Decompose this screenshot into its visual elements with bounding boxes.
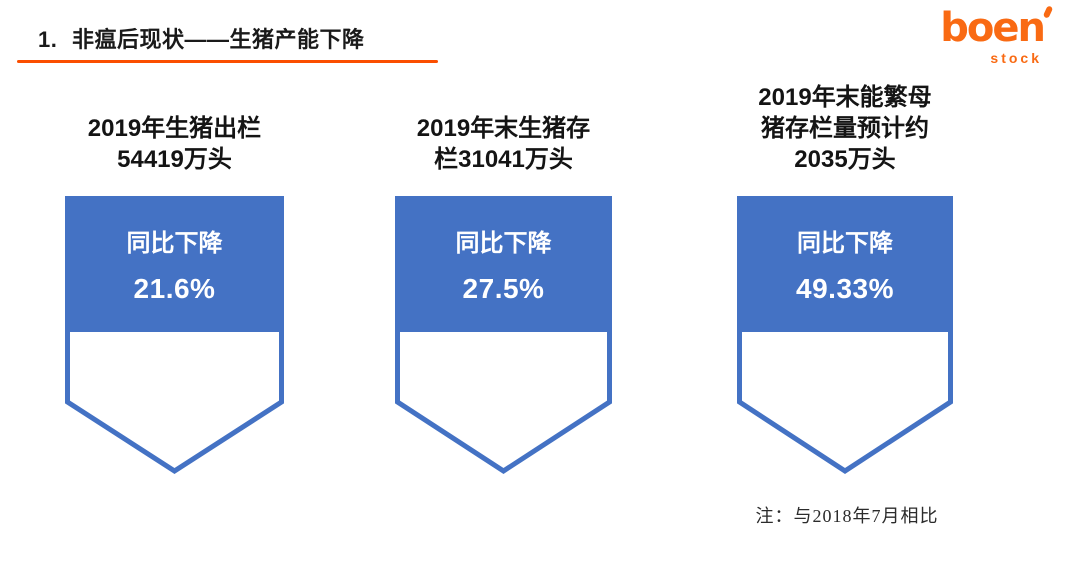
pennant-tail-shape [65,332,284,474]
heading-line: 2019年生猪出栏 [87,115,262,142]
banner-label: 同比下降 [126,229,223,257]
banner-top-panel: 同比下降 27.5% [395,196,612,332]
banner-value: 21.6% [133,272,216,304]
company-logo: boen stock [940,5,1054,66]
banner-label: 同比下降 [797,229,893,257]
banner-label: 同比下降 [455,229,552,257]
stat-column-inventory: 2019年末生猪存 栏31041万头 同比下降 27.5% [395,80,612,474]
column-heading: 2019年生猪出栏 54419万头 [65,80,284,196]
pennant-banner: 同比下降 21.6% [65,196,284,474]
logo-wordmark: boen [940,5,1054,48]
stat-column-slaughter: 2019年生猪出栏 54419万头 同比下降 21.6% [65,80,284,474]
heading-line: 2019年末能繁母 [758,84,932,111]
slide-title-row: 1. 非瘟后现状——生猪产能下降 [38,22,365,54]
slide-number: 1. [38,27,58,52]
slide-title: 非瘟后现状——生猪产能下降 [72,27,365,52]
heading-line: 栏31041万头 [434,146,573,173]
banner-value: 27.5% [462,272,545,304]
title-underline-rule [17,60,438,63]
logo-tick-mark [1042,5,1054,19]
heading-line: 2019年末生猪存 [416,115,591,142]
heading-line: 54419万头 [117,146,232,173]
heading-line: 2035万头 [794,146,896,173]
stat-column-sows: 2019年末能繁母 猪存栏量预计约 2035万头 同比下降 49.33% [737,80,953,474]
column-heading: 2019年末能繁母 猪存栏量预计约 2035万头 [737,80,953,196]
banner-top-panel: 同比下降 21.6% [65,196,284,332]
pennant-tail-shape [395,332,612,474]
logo-subtext: stock [990,50,1042,66]
pennant-banner: 同比下降 49.33% [737,196,953,474]
heading-line: 猪存栏量预计约 [761,115,929,142]
pennant-banner: 同比下降 27.5% [395,196,612,474]
banner-value: 49.33% [796,272,894,304]
footnote: 注：与2018年7月相比 [755,506,939,526]
banner-top-panel: 同比下降 49.33% [737,196,953,332]
pennant-tail-shape [737,332,953,474]
column-heading: 2019年末生猪存 栏31041万头 [395,80,612,196]
